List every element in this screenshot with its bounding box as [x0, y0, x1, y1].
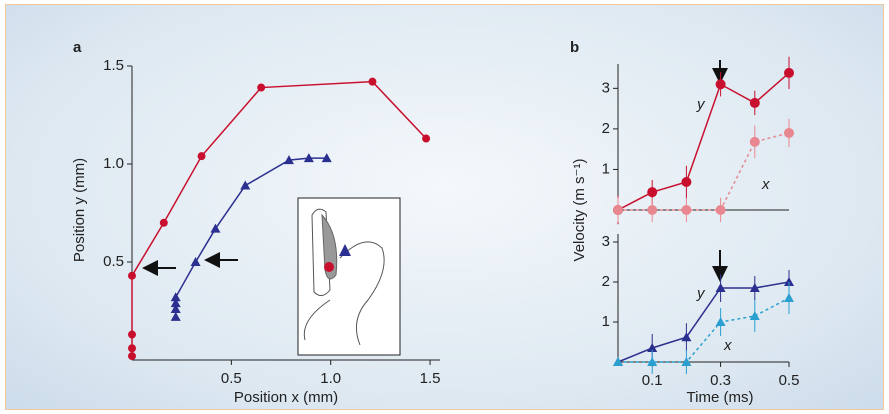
data-point [128, 352, 136, 361]
inset [297, 197, 401, 356]
y-tick-label: 1.5 [103, 57, 124, 74]
data-point [128, 271, 136, 280]
panel-label: b [570, 39, 579, 56]
data-point [715, 205, 726, 215]
data-point [749, 136, 760, 147]
x-axis-label: Time (ms) [687, 389, 754, 406]
data-point [681, 332, 692, 342]
annotation: x [761, 176, 770, 193]
series-line [617, 72, 790, 211]
data-point [422, 134, 431, 143]
y-tick-label: 1 [602, 160, 610, 177]
data-point [283, 155, 294, 165]
x-tick-label: 0.5 [221, 370, 242, 387]
x-tick-label: 0.5 [779, 372, 800, 389]
arrows [142, 60, 728, 282]
data-point [749, 283, 760, 292]
y-axis-label: Velocity (m s⁻¹) [571, 159, 588, 262]
data-point [647, 187, 658, 198]
data-point [613, 205, 623, 215]
y-tick-label: 3 [602, 79, 610, 96]
data-point [613, 357, 623, 366]
x-tick-label: 0.3 [710, 372, 731, 389]
data-point [681, 357, 692, 366]
data-point [749, 97, 760, 108]
y-axis-label: Position y (mm) [71, 158, 88, 262]
data-point [303, 153, 314, 163]
data-point [321, 153, 332, 163]
data-point [128, 330, 136, 339]
data-point [715, 283, 726, 292]
data-point [647, 205, 658, 215]
y-tick-label: 1.0 [103, 155, 124, 172]
x-tick-label: 1.5 [420, 370, 441, 387]
x-axis-label: Position x (mm) [234, 389, 338, 406]
data-point [647, 357, 658, 366]
data-point [368, 77, 377, 86]
data-point [170, 304, 181, 314]
data-point [128, 344, 136, 353]
series-line [618, 132, 790, 211]
data-point [749, 311, 760, 320]
data-point [681, 177, 692, 188]
y-tick-label: 0.5 [103, 253, 124, 270]
data-point [647, 343, 658, 352]
y-tick-label: 1 [602, 313, 610, 330]
data-point [240, 180, 251, 190]
annotation: x [723, 337, 732, 354]
annotation: y [696, 285, 706, 302]
data-point [681, 205, 692, 215]
data-point [784, 277, 794, 286]
annotation: y [696, 96, 706, 113]
panel-label: a [73, 39, 82, 56]
data-point [170, 298, 181, 308]
figure-frame [5, 4, 884, 410]
data-point [190, 257, 201, 266]
data-point [170, 311, 181, 321]
data-point [784, 127, 794, 138]
y-tick-label: 3 [602, 233, 610, 250]
series-line [618, 297, 790, 363]
x-tick-label: 0.1 [642, 372, 663, 389]
data-point [257, 83, 266, 92]
data-point [159, 218, 168, 227]
data-point [715, 79, 726, 90]
data-point [715, 317, 726, 326]
x-tick-label: 1.0 [320, 370, 341, 387]
data-point [784, 293, 794, 302]
y-tick-label: 2 [602, 273, 610, 290]
series-line [617, 281, 790, 363]
data-point [170, 292, 181, 302]
y-tick-label: 2 [602, 120, 610, 137]
data-point [784, 67, 794, 78]
data-point [210, 223, 221, 233]
data-point [197, 152, 206, 161]
